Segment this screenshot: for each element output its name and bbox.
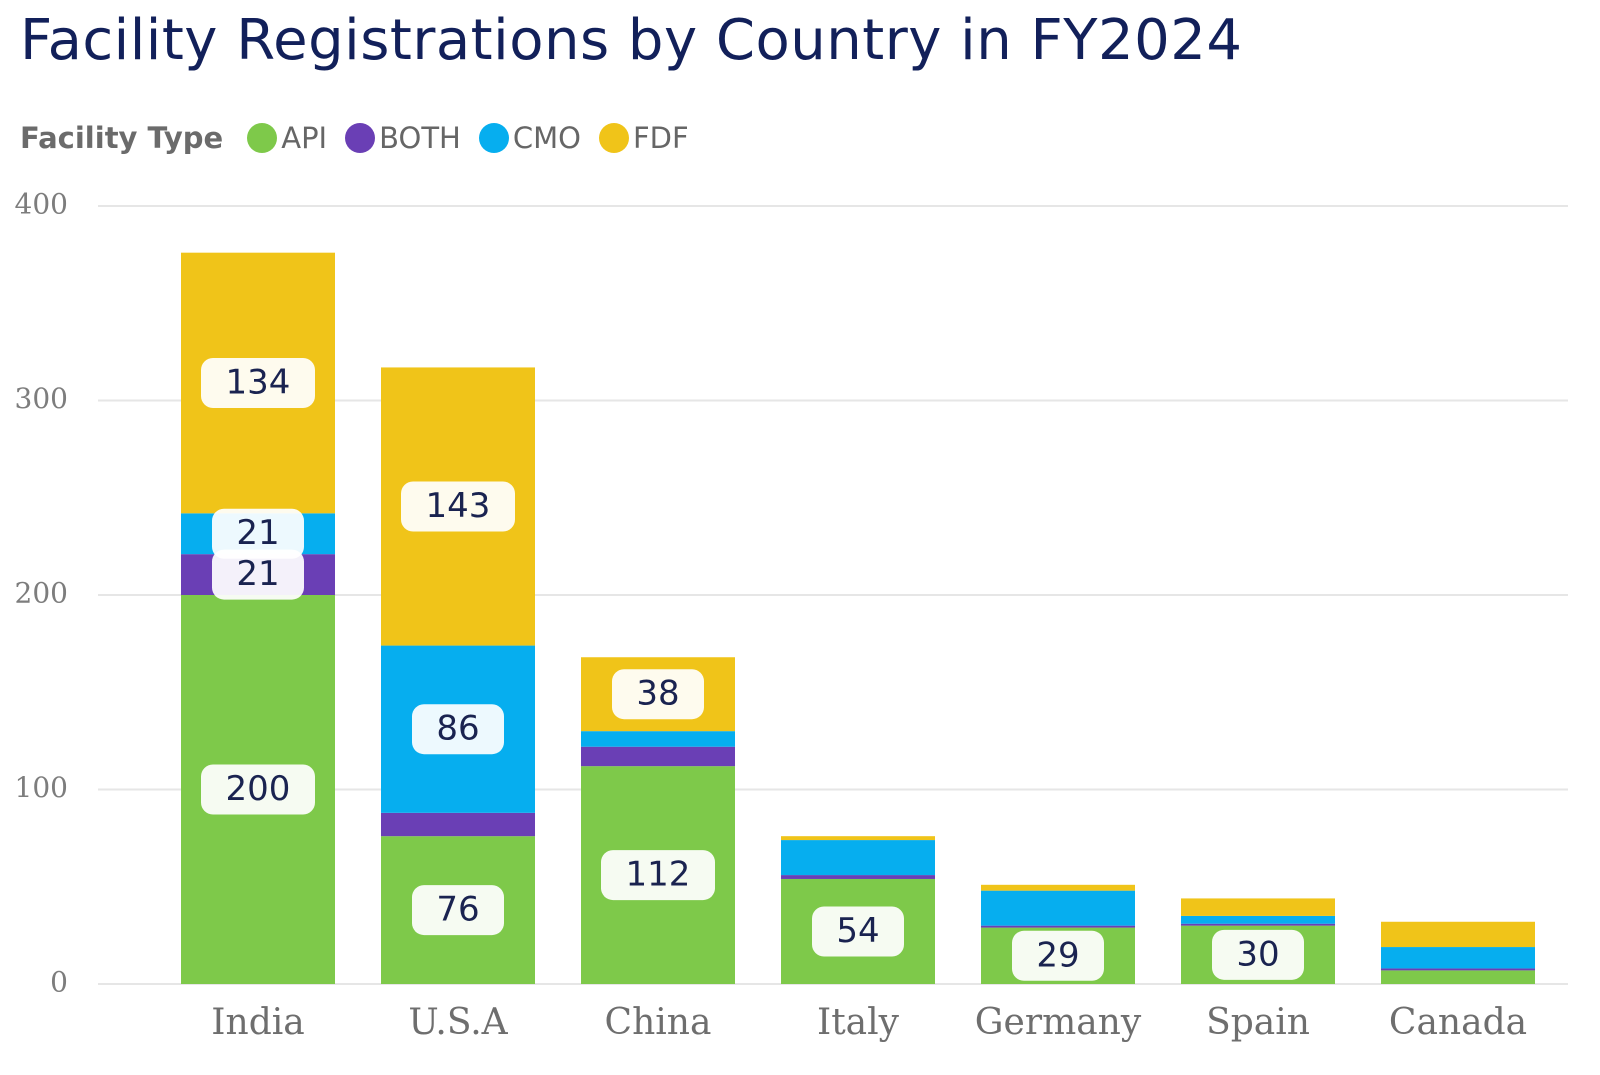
legend-swatch-both	[345, 123, 376, 153]
data-label-india-api: 200	[201, 764, 315, 815]
data-label-box	[601, 850, 715, 901]
legend-label-both: BOTH	[379, 121, 461, 155]
data-label-text: 38	[636, 674, 679, 714]
data-label-text: 112	[626, 855, 691, 895]
data-label-text: 21	[236, 513, 279, 553]
data-label-text: 21	[236, 554, 279, 594]
x-tick-label-china: China	[605, 1002, 712, 1043]
data-label-box	[401, 481, 515, 532]
bar-china-both[interactable]	[581, 746, 735, 767]
data-label-box	[212, 508, 304, 559]
data-label-box	[412, 704, 504, 755]
bar-canada-fdf[interactable]	[1381, 921, 1535, 948]
data-label-box	[201, 357, 315, 408]
data-label-text: 30	[1236, 934, 1279, 974]
data-label-india-both: 21	[212, 549, 304, 600]
bar-germany-both[interactable]	[981, 925, 1135, 928]
y-tick-label-300: 300	[15, 382, 68, 415]
bar-canada-api[interactable]	[1381, 970, 1535, 984]
legend-item-api[interactable]: API	[247, 121, 327, 155]
legend-title: Facility Type	[20, 121, 224, 155]
data-label-india-cmo: 21	[212, 508, 304, 559]
x-tick-label-germany: Germany	[975, 1002, 1142, 1043]
bar-italy-fdf[interactable]	[781, 836, 935, 841]
bar-canada-cmo[interactable]	[1381, 947, 1535, 969]
bar-china-cmo[interactable]	[581, 731, 735, 747]
data-label-box	[201, 764, 315, 815]
data-label-text: 143	[426, 486, 491, 526]
data-label-china-fdf: 38	[612, 669, 704, 720]
bar-germany-fdf[interactable]	[981, 884, 1135, 891]
bar-italy-both[interactable]	[781, 875, 935, 879]
legend-item-cmo[interactable]: CMO	[478, 121, 581, 155]
data-label-china-api: 112	[601, 850, 715, 901]
x-tick-label-canada: Canada	[1389, 1002, 1527, 1043]
data-label-box	[412, 885, 504, 936]
x-axis-ticks: India U.S.A China Italy Germany Spain Canada	[211, 1002, 1527, 1043]
data-label-spain-api: 30	[1212, 929, 1304, 980]
legend-label-cmo: CMO	[512, 121, 581, 155]
chart-title: Facility Registrations by Country in FY2…	[20, 8, 1243, 73]
bar-italy-cmo[interactable]	[781, 840, 935, 876]
legend-swatch-fdf	[598, 123, 629, 153]
data-label-box	[212, 549, 304, 600]
bar-spain-cmo[interactable]	[1181, 915, 1335, 924]
y-tick-label-0: 0	[50, 966, 68, 999]
data-label-italy-api: 54	[812, 906, 904, 957]
data-label-text: 86	[436, 709, 479, 749]
bar-canada-both[interactable]	[1381, 968, 1535, 971]
legend-label-api: API	[281, 121, 328, 155]
bars	[181, 252, 1535, 984]
bar-u-s-a-both[interactable]	[381, 812, 535, 837]
data-label-text: 29	[1036, 935, 1079, 975]
bar-spain-both[interactable]	[1181, 923, 1335, 926]
y-tick-label-400: 400	[15, 188, 68, 221]
bar-germany-cmo[interactable]	[981, 890, 1135, 926]
data-label-box	[812, 906, 904, 957]
data-label-text: 76	[436, 890, 479, 930]
data-label-u-s-a-api: 76	[412, 885, 504, 936]
y-tick-label-200: 200	[15, 577, 68, 610]
legend-item-fdf[interactable]: FDF	[598, 121, 689, 155]
x-tick-label-spain: Spain	[1206, 1002, 1310, 1043]
x-tick-label-u-s-a: U.S.A	[408, 1002, 508, 1043]
y-tick-label-100: 100	[15, 771, 68, 804]
data-label-india-fdf: 134	[201, 357, 315, 408]
y-axis-ticks: 0 100 200 300 400	[15, 188, 68, 999]
data-label-text: 200	[226, 769, 291, 809]
data-label-germany-api: 29	[1012, 930, 1104, 981]
data-label-u-s-a-cmo: 86	[412, 704, 504, 755]
legend: Facility Type API BOTH CMO FDF	[20, 118, 707, 158]
bar-spain-fdf[interactable]	[1181, 898, 1335, 916]
legend-label-fdf: FDF	[632, 121, 689, 155]
x-tick-label-india: India	[211, 1002, 304, 1043]
data-label-text: 134	[226, 362, 291, 402]
x-tick-label-italy: Italy	[817, 1002, 900, 1043]
legend-swatch-api	[247, 123, 278, 153]
data-label-box	[612, 669, 704, 720]
legend-item-both[interactable]: BOTH	[345, 121, 461, 155]
data-label-box	[1212, 929, 1304, 980]
data-label-u-s-a-fdf: 143	[401, 481, 515, 532]
data-label-text: 54	[836, 911, 879, 951]
legend-swatch-cmo	[478, 123, 509, 153]
data-label-box	[1012, 930, 1104, 981]
